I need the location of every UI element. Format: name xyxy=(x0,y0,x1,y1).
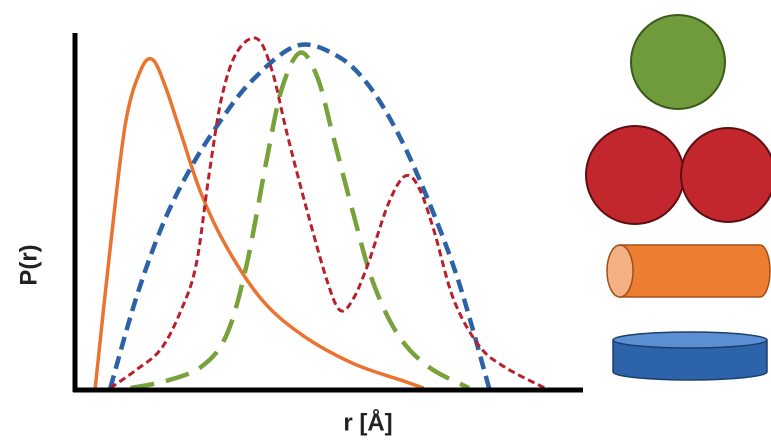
dumbbell-left-icon xyxy=(585,125,685,225)
dumbbell-right-icon xyxy=(680,127,771,223)
x-axis-label: r [Å] xyxy=(343,408,392,436)
series-line xyxy=(130,50,470,391)
y-axis-label: P(r) xyxy=(15,244,42,285)
cylinder-icon xyxy=(606,244,771,298)
disc-icon xyxy=(612,331,768,381)
series-line xyxy=(108,42,492,389)
series-line xyxy=(93,56,425,390)
sphere-icon xyxy=(630,14,726,110)
plot-area xyxy=(93,36,546,391)
series-line xyxy=(109,36,546,390)
